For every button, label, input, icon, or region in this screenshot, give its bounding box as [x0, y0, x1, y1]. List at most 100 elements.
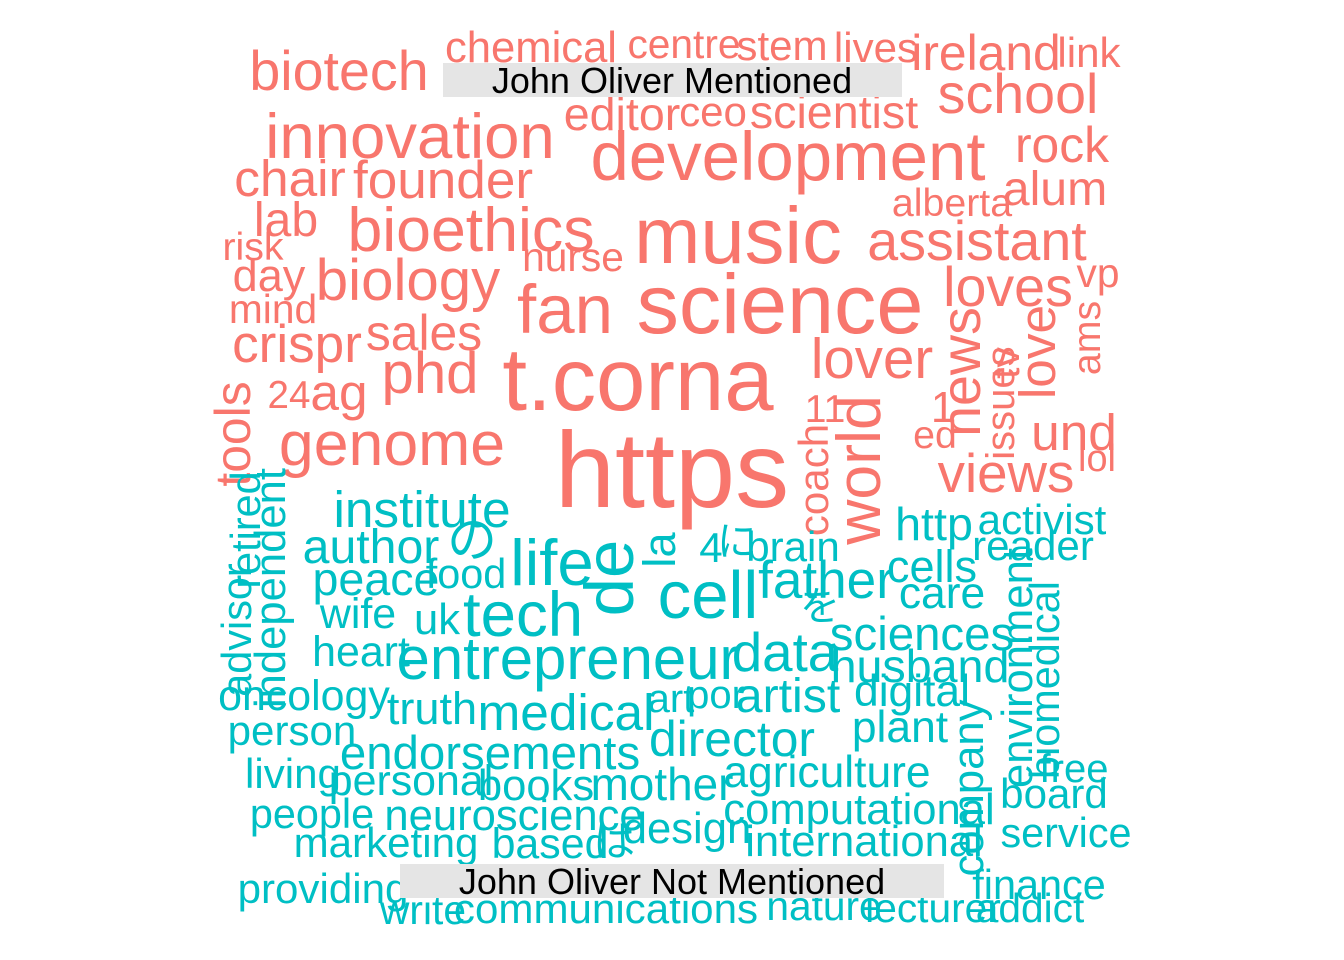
word-107: retired — [223, 471, 269, 588]
word-71: http — [895, 498, 973, 550]
word-116: por — [687, 673, 745, 717]
word-115: art — [648, 677, 695, 721]
word-77: care — [899, 569, 985, 618]
word-104: providing — [238, 865, 409, 912]
word-80: computational — [723, 786, 994, 834]
group-label-not-mentioned-text: John Oliver Not Mentioned — [459, 861, 885, 902]
word-3: music — [634, 191, 842, 280]
word-73: cells — [887, 541, 977, 592]
word-9: world — [824, 395, 894, 546]
word-112: addict — [976, 885, 1085, 931]
word-6: innovation — [265, 102, 555, 172]
word-69: peace — [313, 553, 440, 605]
word-1: t.corna — [502, 330, 774, 429]
word-95: reader — [972, 522, 1094, 569]
word-12: lover — [811, 327, 933, 390]
word-48: risk — [222, 225, 283, 269]
word-14: biotech — [249, 40, 428, 102]
word-23: ag — [310, 363, 367, 421]
word-103: service — [1000, 810, 1131, 856]
word-72: mother — [591, 758, 734, 810]
word-45: vp — [1077, 250, 1120, 296]
word-58: entrepreneur — [397, 625, 740, 692]
word-74: la — [634, 532, 685, 568]
word-82: design — [623, 805, 751, 853]
word-26: ireland — [911, 25, 1061, 81]
word-87: international — [745, 818, 983, 866]
word-83: books — [478, 762, 594, 810]
word-44: mind — [229, 286, 317, 332]
word-90: heart — [312, 628, 410, 676]
word-61: institute — [333, 480, 510, 538]
word-119: を — [800, 585, 840, 629]
word-29: lab — [254, 193, 318, 247]
word-49: 11 — [805, 387, 846, 431]
word-105: biomedical — [1022, 581, 1068, 779]
word-62: medical — [477, 683, 654, 741]
word-97: food — [426, 551, 507, 597]
word-67: sciences — [830, 608, 1014, 661]
word-33: day — [233, 250, 306, 301]
word-8: genome — [279, 409, 505, 479]
group-label-not-mentioned: John Oliver Not Mentioned — [400, 861, 944, 902]
word-21: chair — [234, 149, 345, 207]
word-52: 24 — [268, 374, 311, 417]
word-43: nurse — [522, 234, 624, 280]
word-13: school — [938, 63, 1099, 125]
word-106: advisor — [214, 563, 260, 697]
word-91: oncology — [218, 672, 390, 720]
word-89: wife — [319, 590, 396, 638]
word-93: based — [492, 820, 609, 868]
word-108: people — [250, 791, 374, 837]
word-46: issues — [979, 346, 1023, 459]
word-79: plant — [852, 703, 949, 752]
word-117: 4 — [699, 524, 722, 571]
word-100: marketing — [294, 819, 479, 866]
word-109: finance — [972, 862, 1105, 908]
word-35: 1 — [931, 384, 955, 432]
word-70: husband — [831, 640, 1010, 692]
word-118: に — [717, 520, 757, 564]
word-28: tools — [205, 381, 261, 486]
word-18: views — [938, 442, 1075, 504]
word-76: agriculture — [723, 748, 930, 797]
word-64: の — [447, 512, 497, 568]
word-68: endorsements — [340, 727, 640, 780]
word-51: ams — [1065, 301, 1109, 375]
word-50: ed — [913, 413, 957, 457]
group-labels: John Oliver Mentioned John Oliver Not Me… — [400, 60, 944, 902]
word-98: person — [228, 707, 357, 754]
word-120: は — [593, 818, 635, 865]
word-27: rock — [1015, 117, 1109, 173]
word-86: company — [945, 699, 993, 876]
word-2: science — [637, 256, 924, 351]
word-19: crispr — [232, 315, 362, 374]
group-label-mentioned: John Oliver Mentioned — [443, 60, 902, 101]
word-114: free — [1040, 747, 1109, 791]
word-41: centre — [627, 21, 740, 67]
word-5: development — [590, 118, 985, 195]
word-42: tv — [982, 347, 1028, 379]
word-78: digital — [854, 667, 970, 716]
word-75: truth — [387, 683, 477, 734]
word-99: living — [245, 750, 341, 797]
word-59: data — [732, 621, 839, 683]
word-17: news — [930, 307, 992, 437]
word-24: love — [1008, 305, 1066, 399]
word-10: biology — [316, 248, 500, 313]
group-label-mentioned-bg — [443, 63, 902, 97]
word-96: brain — [746, 523, 840, 570]
word-65: author — [303, 520, 440, 574]
word-54: de — [571, 540, 648, 617]
group-label-not-mentioned-bg — [400, 864, 944, 898]
word-85: independent — [247, 468, 295, 708]
word-25: sales — [366, 305, 482, 361]
word-88: uk — [414, 596, 460, 644]
word-92: personal — [329, 757, 494, 805]
word-20: founder — [353, 151, 533, 210]
word-15: assistant — [867, 210, 1087, 272]
word-30: alum — [1003, 162, 1107, 216]
word-56: life — [510, 526, 593, 599]
word-66: artist — [736, 669, 841, 723]
